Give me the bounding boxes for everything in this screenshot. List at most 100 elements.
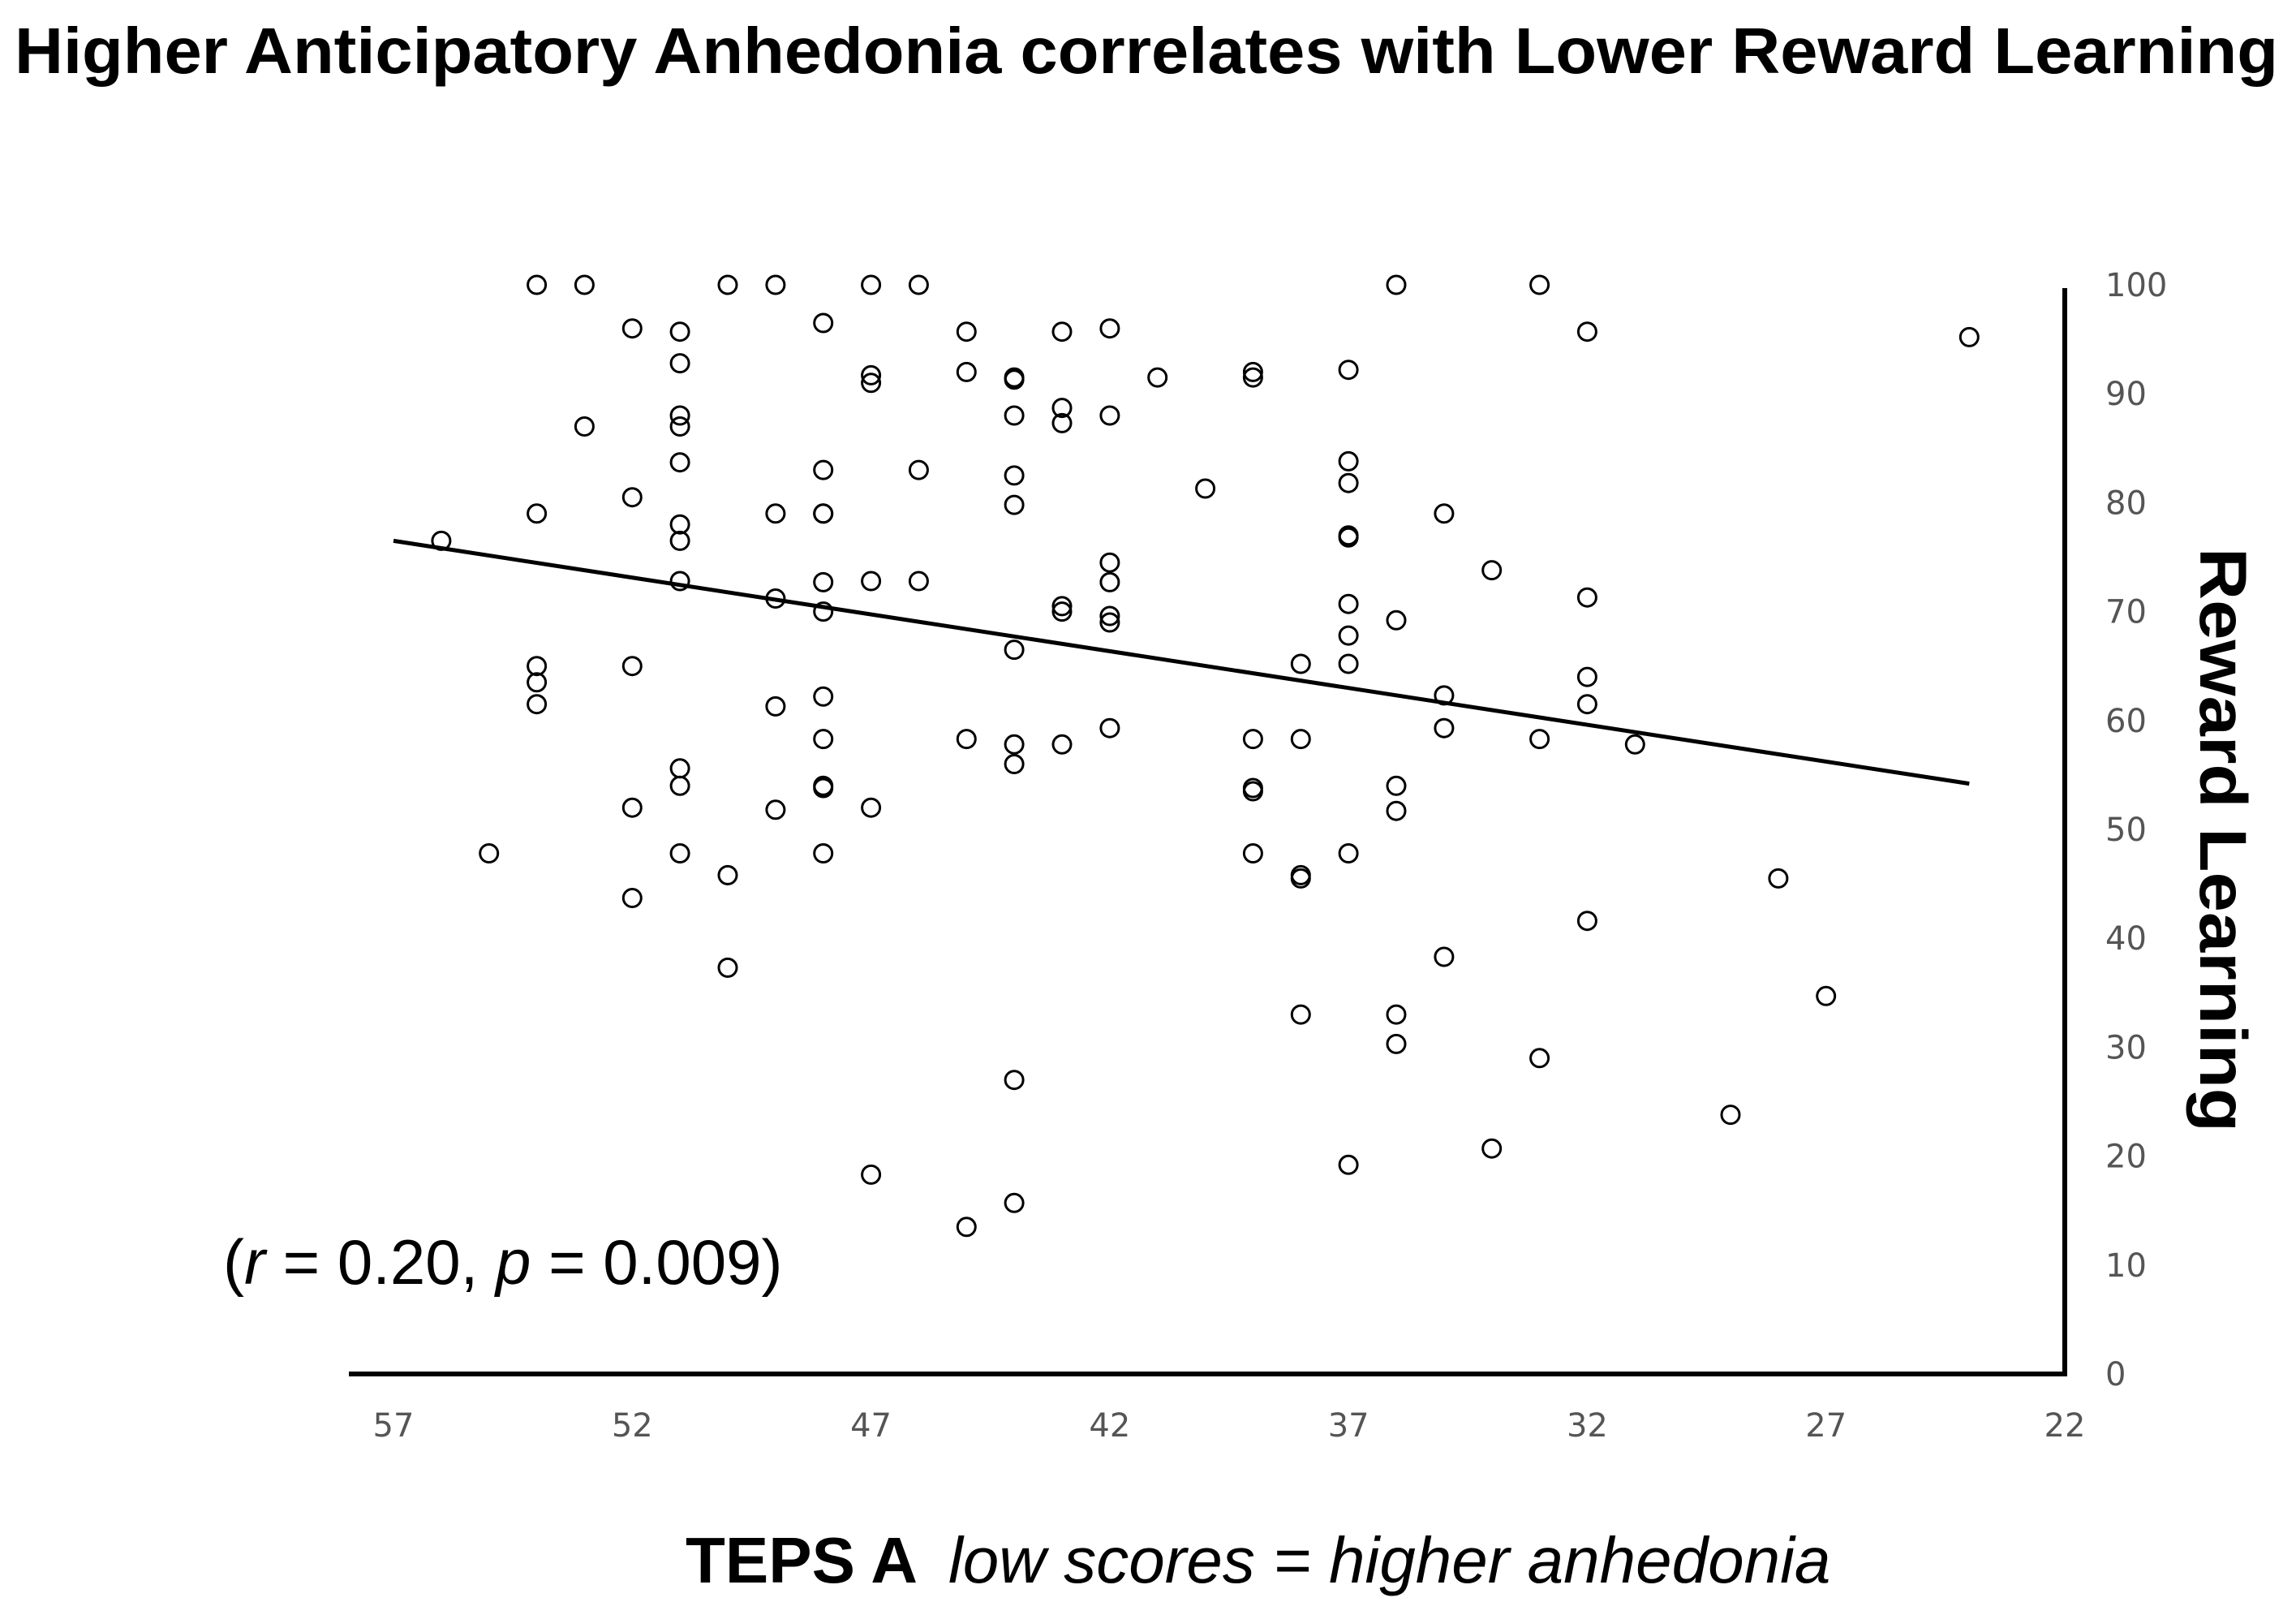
data-point <box>621 656 643 677</box>
data-point <box>1051 398 1073 419</box>
data-point <box>908 459 929 480</box>
data-point <box>1051 412 1073 433</box>
data-point <box>527 656 548 677</box>
y-tick-label: 60 <box>2105 703 2147 740</box>
y-tick-label: 90 <box>2105 376 2147 413</box>
data-point <box>1434 503 1455 524</box>
data-point <box>1290 729 1311 750</box>
data-point <box>1051 321 1073 342</box>
data-point <box>1576 694 1597 715</box>
y-tick-label: 70 <box>2105 594 2147 631</box>
data-point <box>1338 472 1359 493</box>
data-point <box>765 696 786 717</box>
data-point <box>1816 985 1837 1006</box>
data-point <box>861 797 882 818</box>
data-point <box>669 843 690 863</box>
data-point <box>813 686 834 707</box>
data-point <box>1529 729 1550 750</box>
data-point <box>813 729 834 750</box>
data-point <box>1004 734 1025 755</box>
y-tick-label: 50 <box>2105 812 2147 849</box>
data-point <box>1386 800 1407 821</box>
data-point <box>1624 734 1645 755</box>
data-point <box>621 318 643 339</box>
data-point <box>669 353 690 374</box>
data-point <box>813 571 834 592</box>
data-point <box>956 729 977 750</box>
x-axis-label-note: low scores = higher anhedonia <box>948 1524 1830 1596</box>
data-point <box>1099 318 1120 339</box>
data-point <box>813 601 834 622</box>
data-point <box>1529 1048 1550 1069</box>
data-point <box>1195 478 1216 499</box>
y-tick-label: 10 <box>2105 1247 2147 1285</box>
data-point <box>956 361 977 382</box>
data-points <box>431 274 1980 1238</box>
data-point <box>813 777 834 799</box>
data-point <box>1242 729 1263 750</box>
y-axis-label: Reward Learning <box>2186 548 2259 1132</box>
data-point <box>1338 843 1359 863</box>
data-point <box>621 888 643 908</box>
data-point <box>1576 587 1597 608</box>
y-tick-label: 30 <box>2105 1029 2147 1066</box>
data-point <box>1004 465 1025 486</box>
data-point <box>1051 596 1073 617</box>
x-axis-label: TEPS A low scores = higher anhedonia <box>686 1524 1830 1596</box>
data-point <box>813 459 834 480</box>
data-point <box>1481 1138 1503 1159</box>
annotation-p-value: = 0.009) <box>531 1226 782 1298</box>
data-point <box>1338 625 1359 646</box>
x-tick-label: 22 <box>2044 1407 2086 1445</box>
data-point <box>527 694 548 715</box>
x-tick-label: 42 <box>1089 1407 1130 1445</box>
data-point <box>861 571 882 592</box>
y-axis-ticks: 0 10 20 30 40 50 60 70 80 90 100 <box>2105 267 2167 1393</box>
data-point <box>1004 754 1025 774</box>
annotation-r-value: = 0.20, <box>265 1226 496 1298</box>
data-point <box>669 514 690 535</box>
data-point <box>1242 361 1263 382</box>
x-tick-label: 57 <box>373 1407 415 1445</box>
data-point <box>1386 274 1407 295</box>
data-point <box>1386 1033 1407 1054</box>
data-point <box>956 1217 977 1238</box>
data-point <box>1481 560 1503 581</box>
data-point <box>1576 321 1597 342</box>
data-point <box>1338 527 1359 548</box>
data-point <box>717 957 738 978</box>
data-point <box>861 373 882 394</box>
data-point <box>1576 911 1597 932</box>
data-point <box>527 274 548 295</box>
data-point <box>861 274 882 295</box>
trend-line <box>393 538 1970 786</box>
data-point <box>813 503 834 524</box>
data-point <box>1004 494 1025 515</box>
chart-title: Higher Anticipatory Anhedonia correlates… <box>15 15 2278 87</box>
data-point <box>1338 593 1359 614</box>
data-point <box>669 416 690 437</box>
data-point <box>1290 653 1311 674</box>
x-axis-label-main: TEPS A <box>686 1524 918 1596</box>
data-point <box>669 405 690 426</box>
data-point <box>1434 946 1455 967</box>
data-point <box>813 843 834 863</box>
x-axis-ticks: 57 52 47 42 37 32 27 22 <box>373 1407 2086 1445</box>
data-point <box>1290 1004 1311 1025</box>
data-point <box>1242 367 1263 388</box>
data-point <box>1099 717 1120 739</box>
data-point <box>574 416 595 437</box>
annotation-open: ( <box>223 1226 244 1298</box>
data-point <box>1529 274 1550 295</box>
data-point <box>765 274 786 295</box>
data-point <box>1099 612 1120 633</box>
data-point <box>1386 775 1407 796</box>
data-point <box>1720 1105 1741 1126</box>
y-tick-label: 40 <box>2105 920 2147 958</box>
data-point <box>1004 640 1025 661</box>
y-tick-label: 0 <box>2105 1356 2126 1393</box>
data-point <box>1004 1070 1025 1091</box>
data-point <box>1338 1154 1359 1175</box>
data-point <box>1386 609 1407 631</box>
data-point <box>1338 450 1359 472</box>
